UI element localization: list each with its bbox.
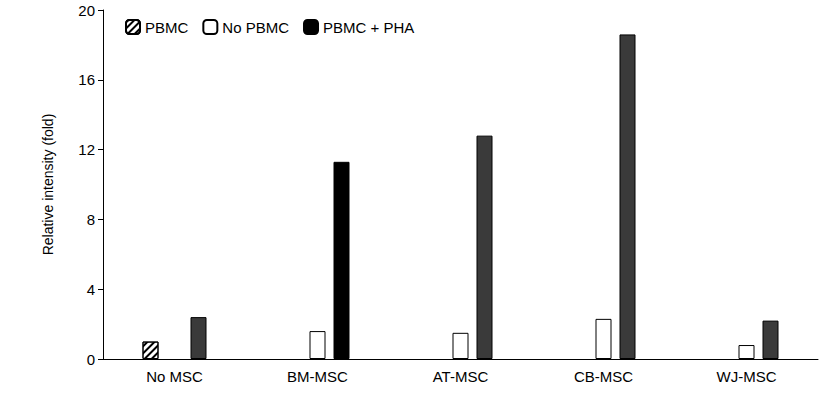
svg-text:20: 20 (78, 2, 95, 19)
svg-text:PBMC + PHA: PBMC + PHA (323, 19, 414, 36)
svg-text:4: 4 (87, 281, 95, 298)
svg-text:8: 8 (87, 211, 95, 228)
svg-text:16: 16 (78, 71, 95, 88)
svg-text:0: 0 (87, 351, 95, 368)
svg-text:No MSC: No MSC (146, 368, 203, 385)
svg-text:PBMC: PBMC (145, 19, 189, 36)
svg-text:CB-MSC: CB-MSC (574, 368, 633, 385)
svg-text:Relative intensity (fold): Relative intensity (fold) (40, 114, 56, 256)
svg-text:BM-MSC: BM-MSC (287, 368, 348, 385)
svg-text:No PBMC: No PBMC (222, 19, 289, 36)
svg-text:AT-MSC: AT-MSC (433, 368, 489, 385)
svg-text:12: 12 (78, 141, 95, 158)
svg-text:WJ-MSC: WJ-MSC (717, 368, 777, 385)
